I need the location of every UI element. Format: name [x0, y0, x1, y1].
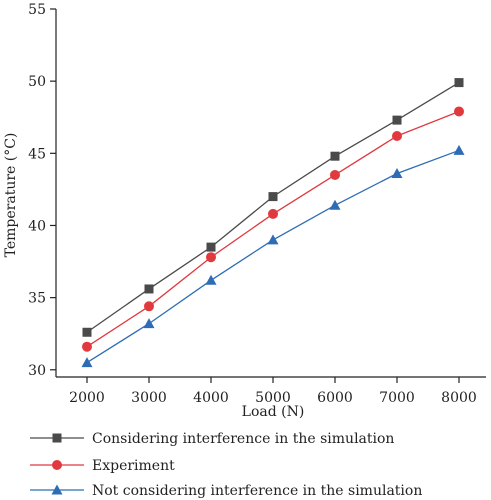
x-tick-label: 2000 — [69, 390, 105, 406]
y-tick-label: 50 — [28, 74, 46, 90]
data-point — [82, 327, 92, 337]
data-point — [330, 151, 340, 161]
legend-label: Experiment — [92, 458, 175, 474]
plot-area — [81, 78, 465, 368]
series-line — [86, 149, 460, 364]
y-tick-label: 30 — [28, 363, 46, 379]
y-tick-label: 35 — [28, 291, 46, 307]
data-point — [144, 284, 154, 294]
legend-label: Not considering interference in the simu… — [92, 483, 422, 499]
x-ticks: 2000 3000 4000 5000 6000 7000 8000 — [69, 377, 477, 406]
data-point — [268, 192, 278, 202]
data-point — [330, 169, 340, 180]
data-point — [206, 252, 216, 263]
data-point — [267, 234, 279, 245]
x-tick-label: 8000 — [441, 390, 477, 406]
data-point — [392, 130, 402, 141]
data-point — [81, 357, 93, 368]
legend-item: Experiment — [30, 458, 175, 474]
legend-label: Considering interference in the simulati… — [92, 431, 394, 447]
series-line — [86, 82, 460, 333]
data-point — [392, 115, 402, 125]
legend-marker — [52, 433, 62, 443]
legend: Considering interference in the simulati… — [30, 431, 422, 499]
data-point — [454, 78, 464, 88]
series-3 — [81, 144, 465, 368]
axes — [55, 9, 486, 378]
legend-marker — [52, 460, 62, 470]
data-point — [144, 301, 154, 312]
x-tick-label: 3000 — [131, 390, 167, 406]
y-tick-label: 40 — [28, 218, 46, 234]
x-tick-label: 7000 — [379, 390, 415, 406]
x-tick-label: 6000 — [317, 390, 353, 406]
data-point — [454, 106, 464, 117]
x-axis-title: Load (N) — [242, 404, 305, 420]
series-2 — [82, 106, 464, 352]
legend-item: Not considering interference in the simu… — [30, 483, 422, 499]
legend-item: Considering interference in the simulati… — [30, 431, 394, 447]
data-point — [329, 199, 341, 210]
y-axis-title: Temperature (°C) — [3, 133, 19, 258]
legend-marker — [51, 484, 63, 495]
data-point — [391, 168, 403, 179]
data-point — [268, 208, 278, 219]
data-point — [82, 341, 92, 352]
data-point — [453, 144, 465, 155]
y-ticks: 30 35 40 45 50 55 — [28, 2, 56, 379]
data-point — [143, 318, 155, 329]
y-tick-label: 55 — [28, 2, 46, 18]
y-tick-label: 45 — [28, 146, 46, 162]
data-point — [205, 274, 217, 285]
data-point — [206, 242, 216, 252]
series-1 — [82, 78, 464, 337]
x-tick-label: 4000 — [193, 390, 229, 406]
series-line — [86, 110, 460, 348]
x-tick-label: 5000 — [255, 390, 291, 406]
